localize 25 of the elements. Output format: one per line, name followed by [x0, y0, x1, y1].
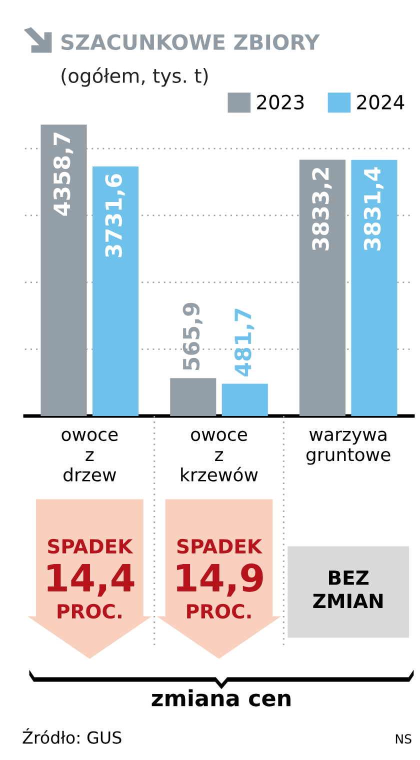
bar: [40, 124, 87, 416]
text: zmiana cen: [152, 689, 290, 706]
legend-label: 2024: [357, 94, 404, 110]
chart-title: SZACUNKOWE ZBIORY: [61, 34, 320, 50]
data-label: 481,7: [234, 308, 254, 376]
x-tick-label: owoce z drzew: [62, 430, 118, 482]
text: SPADEK 14,4 PROC.: [48, 538, 134, 619]
data-label: 4358,7: [53, 132, 74, 216]
bar: [222, 384, 268, 416]
bar: [92, 166, 139, 416]
data-label: 3731,6: [105, 174, 125, 258]
chart-subtitle: (ogółem, tys. t): [62, 67, 208, 87]
text: Źródło: GUS: [22, 728, 122, 744]
text: BEZ ZMIAN: [313, 570, 383, 608]
legend-label: 2023: [257, 94, 304, 110]
data-label: 3833,2: [312, 168, 332, 250]
data-label: 565,9: [182, 302, 202, 370]
x-tick-label: owoce z krzewów: [181, 430, 258, 482]
x-tick-label: warzywa gruntowe: [306, 430, 390, 465]
bar: [170, 378, 216, 416]
text: NS: [396, 734, 412, 744]
data-label: 3831,4: [364, 167, 384, 251]
bar: [299, 160, 346, 416]
bar: [351, 160, 398, 416]
text: SPADEK 14,9 PROC.: [176, 538, 263, 619]
